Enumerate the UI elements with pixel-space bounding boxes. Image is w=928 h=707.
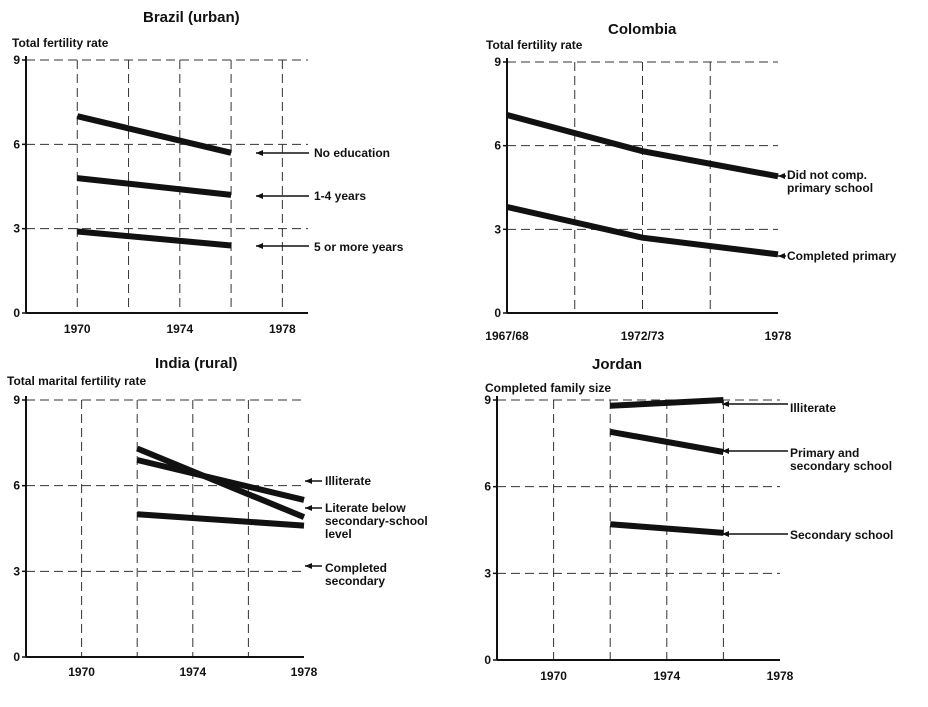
x-tick-label: 1978 xyxy=(269,322,296,336)
y-axis-label: Total fertility rate xyxy=(486,38,583,52)
x-tick-label: 1978 xyxy=(291,665,318,679)
series-line-secondary-school xyxy=(609,521,724,536)
x-tick-label: 1967/68 xyxy=(485,329,529,343)
x-tick-label: 1972/73 xyxy=(621,329,665,343)
x-tick-label: 1970 xyxy=(68,665,95,679)
chart-colombia: Colombia Total fertility rate 0 3 6 9 1967/68 1… xyxy=(485,21,896,343)
y-tick-label: 0 xyxy=(13,306,20,320)
series-label: Completed secondary xyxy=(325,561,387,588)
series-label: Illiterate xyxy=(325,474,371,488)
series-line-no-education xyxy=(76,113,232,156)
y-axis-label: Completed family size xyxy=(485,381,611,395)
series-line-primary-and-secondary-school xyxy=(609,428,724,455)
series-line-5-or-more-years xyxy=(77,228,232,249)
y-tick-label: 0 xyxy=(494,306,501,320)
y-tick-label: 9 xyxy=(13,53,20,67)
chart-title: India (rural) xyxy=(155,355,238,372)
y-tick-label: 3 xyxy=(13,222,20,236)
series-line-completed-primary xyxy=(506,204,779,258)
series-label: Secondary school xyxy=(790,528,893,542)
series-label: Literate below secondary-school level xyxy=(325,501,428,541)
series-line-did-not-comp-primary-school xyxy=(506,112,779,180)
x-tick-label: 1970 xyxy=(540,669,567,683)
label-leader-arrow xyxy=(778,253,785,259)
y-tick-label: 3 xyxy=(484,566,491,580)
y-tick-label: 0 xyxy=(484,653,491,667)
y-axis-label: Total marital fertility rate xyxy=(7,374,146,388)
series-line-1-4-years xyxy=(76,175,232,198)
label-leader-arrow xyxy=(305,505,312,511)
series-line-completed-secondary xyxy=(136,511,305,529)
y-tick-label: 9 xyxy=(494,55,501,69)
y-tick-label: 3 xyxy=(13,564,20,578)
y-tick-label: 6 xyxy=(484,480,491,494)
x-tick-label: 1978 xyxy=(765,329,792,343)
label-leader-arrow xyxy=(256,150,263,156)
label-leader-arrow xyxy=(722,401,729,407)
chart-jordan: Jordan Completed family size 0 3 6 9 1970 1974 1… xyxy=(484,356,893,683)
series-line-literate-below-secondary-school-level xyxy=(136,445,306,520)
series-label: Completed primary xyxy=(787,249,897,263)
chart-title: Brazil (urban) xyxy=(143,9,240,26)
x-tick-label: 1974 xyxy=(653,669,680,683)
series-label: No education xyxy=(314,146,390,160)
series-label: Illiterate xyxy=(790,401,836,415)
y-tick-label: 6 xyxy=(13,137,20,151)
series-label: Primary and secondary school xyxy=(790,446,892,473)
chart-india-rural: India (rural) Total marital fertility rat… xyxy=(7,355,428,679)
y-tick-label: 9 xyxy=(13,393,20,407)
y-tick-label: 0 xyxy=(13,650,20,664)
series-line-illiterate xyxy=(610,397,724,409)
label-leader-arrow xyxy=(778,173,785,179)
x-tick-label: 1974 xyxy=(179,665,206,679)
label-leader-arrow xyxy=(256,243,263,249)
x-tick-label: 1970 xyxy=(64,322,91,336)
label-leader-arrow xyxy=(256,193,263,199)
y-tick-label: 6 xyxy=(13,479,20,493)
series-label: 1-4 years xyxy=(314,189,366,203)
chart-title: Jordan xyxy=(592,356,642,373)
x-tick-label: 1978 xyxy=(767,669,794,683)
label-leader-arrow xyxy=(305,563,312,569)
y-tick-label: 9 xyxy=(484,393,491,407)
label-leader-arrow xyxy=(722,531,729,537)
x-tick-label: 1974 xyxy=(166,322,193,336)
chart-brazil-urban: Brazil (urban) Total fertility rate 0 3 6 9 19… xyxy=(12,9,404,336)
chart-title: Colombia xyxy=(608,21,677,38)
series-label: Did not comp. primary school xyxy=(787,168,873,195)
y-tick-label: 6 xyxy=(494,139,501,153)
y-axis-label: Total fertility rate xyxy=(12,36,109,50)
series-label: 5 or more years xyxy=(314,240,404,254)
label-leader-arrow xyxy=(305,478,312,484)
label-leader-arrow xyxy=(722,448,729,454)
y-tick-label: 3 xyxy=(494,222,501,236)
